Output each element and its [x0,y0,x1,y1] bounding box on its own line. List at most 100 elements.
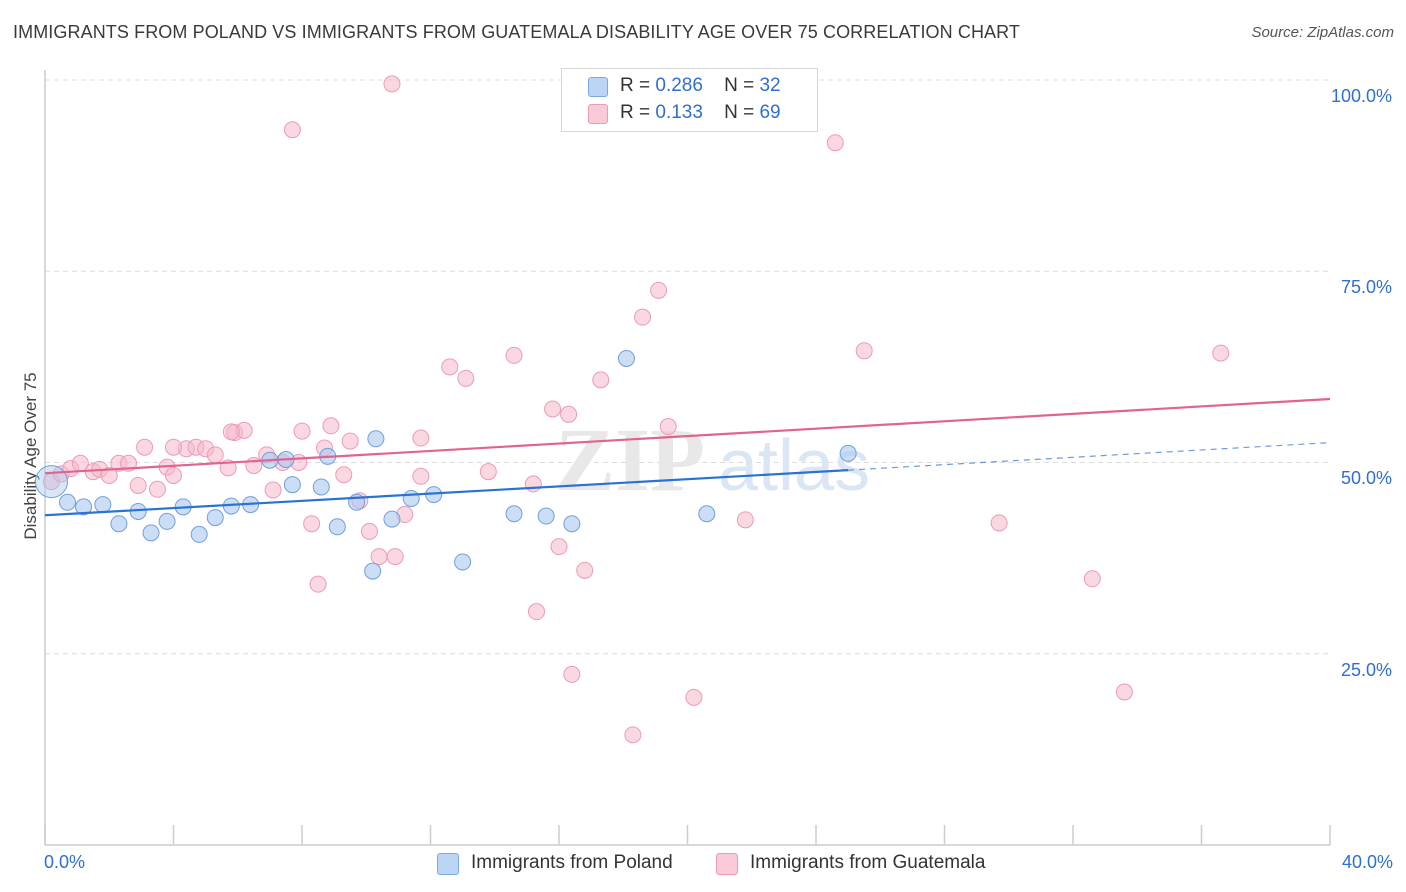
poland-n-label: N = [724,75,755,96]
guatemala-legend-swatch [716,853,738,875]
guatemala-point [1083,570,1101,588]
poland-point [698,505,716,523]
poland-point [58,493,76,511]
guatemala-point [634,308,652,326]
guatemala-point [206,446,224,464]
guatemala-point [148,480,166,498]
guatemala-point [736,511,754,529]
guatemala-point [479,463,497,481]
guatemala-swatch [588,104,608,124]
guatemala-point [550,538,568,556]
guatemala-points [42,71,1230,744]
poland-trendline-extension [848,442,1331,471]
watermark: ZIP [555,411,705,510]
guatemala-r-label: R = [620,102,651,123]
guatemala-point [412,429,430,447]
guatemala-point [1212,344,1230,362]
poland-legend-swatch [437,853,459,875]
poland-n-value: 32 [759,75,781,96]
guatemala-point [386,548,404,566]
guatemala-point [165,438,182,456]
y-tick-label-50: 50.0% [1340,468,1392,488]
poland-point [839,444,857,462]
guatemala-n-label: N = [724,102,755,123]
poland-point [454,553,472,571]
poland-point [364,562,382,580]
guatemala-point [685,688,703,706]
guatemala-point [624,726,642,744]
gridlines [45,79,1330,655]
guatemala-point [592,371,610,389]
poland-point [142,524,160,542]
guatemala-point [341,432,359,450]
guatemala-point [659,418,677,436]
poland-swatch [588,77,608,97]
poland-r-value: 0.286 [655,75,703,96]
poland-r-label: R = [620,75,651,96]
guatemala-trendline [44,397,1331,475]
guatemala-point [293,422,311,440]
watermark-atlas: atlas [718,426,870,506]
poland-point [206,509,224,527]
poland-point [110,515,128,533]
guatemala-point [505,346,523,364]
guatemala-point [129,476,147,494]
guatemala-point [383,75,401,93]
guatemala-point [650,281,668,299]
correlation-legend: R = 0.286 N = 32 R = 0.133 N = 69 [561,68,818,132]
poland-point [158,512,176,530]
guatemala-point [136,438,154,456]
guatemala-point [855,342,873,360]
guatemala-point [303,515,321,533]
guatemala-point [165,467,182,485]
poland-point [283,476,301,494]
poland-point [312,478,330,496]
guatemala-legend-label: Immigrants from Guatemala [750,852,986,873]
guatemala-point [322,417,340,435]
guatemala-point [563,665,581,683]
y-tick-label-25: 25.0% [1340,660,1392,680]
poland-point [563,515,581,533]
guatemala-point [524,475,542,493]
guatemala-point [560,405,578,423]
guatemala-point [335,466,353,484]
guatemala-point [544,400,562,418]
trendlines [44,397,1331,517]
source-label: Source: ZipAtlas.com [1251,24,1394,41]
poland-point [505,505,523,523]
chart-title: IMMIGRANTS FROM POLAND VS IMMIGRANTS FRO… [13,22,1021,42]
guatemala-point [309,575,327,593]
poland-point [328,518,346,536]
guatemala-point [222,423,240,441]
poland-point [75,498,93,516]
poland-point [94,496,112,514]
guatemala-point [990,514,1008,532]
guatemala-point [457,369,475,387]
poland-point [617,349,635,367]
poland-point [190,525,208,543]
poland-point [34,465,68,499]
guatemala-point [100,467,118,485]
guatemala-r-value: 0.133 [655,102,703,123]
guatemala-point [264,481,282,499]
poland-point [383,510,401,528]
guatemala-point [412,467,430,485]
guatemala-point [826,134,844,152]
poland-point [367,430,385,448]
y-tick-label-75: 75.0% [1340,277,1392,297]
poland-point [402,489,420,507]
series-legend: Immigrants from Poland Immigrants from G… [0,851,1406,879]
poland-trendline [44,469,849,517]
axes [44,70,1331,846]
x-tick-label-min: 0.0% [44,852,86,872]
guatemala-point [283,121,301,139]
poland-point [537,507,555,525]
guatemala-n-value: 69 [759,102,781,123]
guatemala-point [370,548,388,566]
guatemala-point [1115,683,1133,701]
guatemala-point [528,603,546,621]
guatemala-point [441,358,459,376]
y-tick-label-100: 100.0% [1330,86,1392,106]
guatemala-point [576,561,594,579]
